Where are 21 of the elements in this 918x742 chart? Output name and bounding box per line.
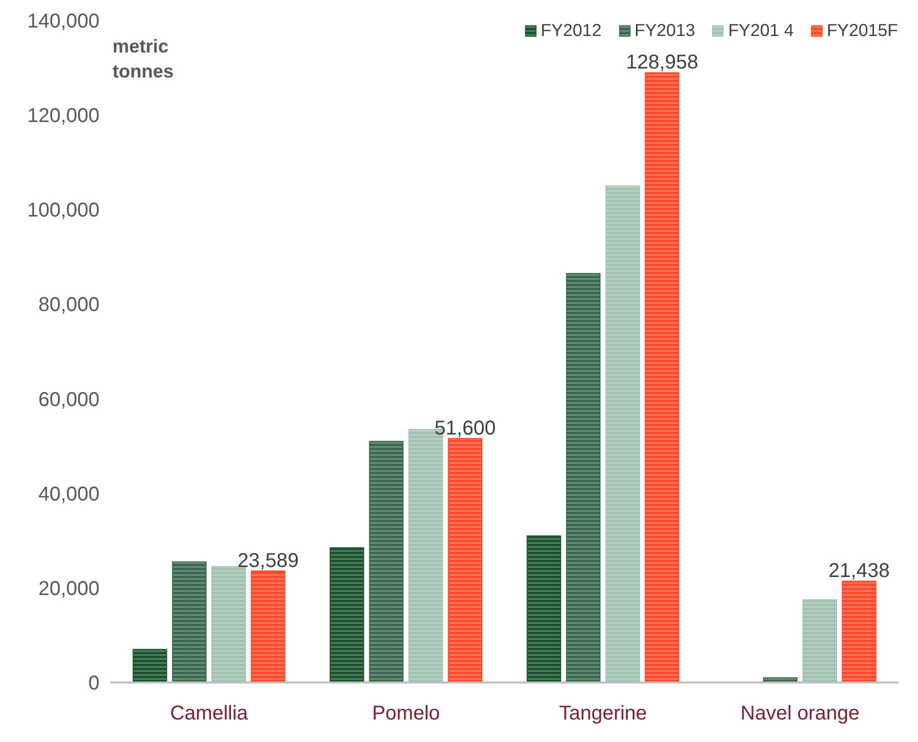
legend-label: FY2013 — [634, 20, 696, 41]
y-tick-label: 100,000 — [27, 200, 100, 222]
data-label: 21,438 — [828, 560, 890, 582]
x-tick-label: Tangerine — [559, 702, 647, 724]
x-tick-label: Pomelo — [372, 702, 440, 724]
y-tick-label: 0 — [88, 672, 100, 694]
y-axis-title: metric tonnes — [112, 36, 174, 82]
data-label: 23,589 — [238, 550, 299, 572]
legend-label: FY2015F — [826, 20, 898, 41]
y-tick-label: 120,000 — [27, 105, 100, 128]
y-tick-label: 140,000 — [27, 10, 100, 32]
y-tick-label: 60,000 — [38, 388, 100, 411]
data-label: 51,600 — [434, 418, 496, 440]
y-tick-label: 40,000 — [38, 483, 100, 506]
legend-label: FY2012 — [540, 20, 602, 41]
legend-label: FY201 4 — [728, 20, 794, 41]
y-tick-label: 80,000 — [38, 294, 100, 316]
x-tick-label: Camellia — [170, 702, 249, 724]
data-label: 128,958 — [626, 52, 698, 74]
y-tick-label: 20,000 — [38, 578, 100, 600]
x-tick-label: Navel orange — [740, 702, 860, 724]
